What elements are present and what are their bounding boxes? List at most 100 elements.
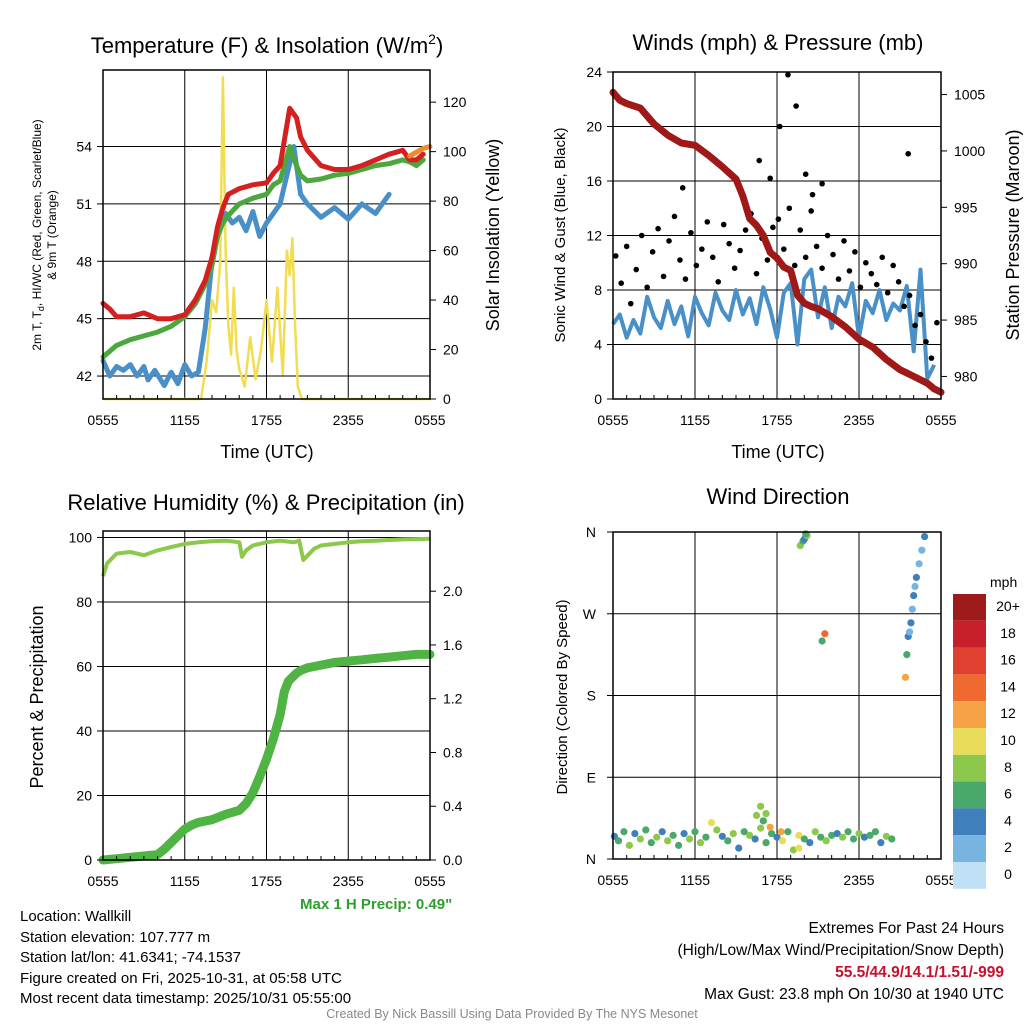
y-right-tick-label: 120	[443, 94, 467, 110]
gust-point	[923, 338, 929, 345]
gust-point	[682, 276, 689, 282]
colorbar-swatch	[953, 835, 986, 862]
direction-point	[729, 829, 737, 838]
direction-point	[767, 829, 776, 838]
direction-point	[614, 837, 623, 845]
y-left-tick-label: 0	[594, 391, 602, 407]
direction-point	[784, 828, 792, 836]
direction-point	[871, 828, 880, 836]
direction-tick-label: E	[587, 769, 596, 785]
y-right-tick-label: 980	[954, 368, 978, 384]
y-left-tick-label: 80	[76, 594, 92, 610]
direction-point	[675, 841, 683, 849]
figure-created: Figure created on Fri, 2025-10-31, at 05…	[20, 969, 342, 987]
y-left-tick-label: 24	[586, 64, 602, 80]
direction-point	[680, 829, 688, 838]
colorbar-label: 20+	[996, 598, 1020, 614]
winds-panel-grid	[612, 72, 942, 399]
temperature-panel-frame	[102, 69, 431, 400]
humidity-panel-grid	[102, 531, 431, 860]
series-line-1	[100, 144, 426, 360]
gust-point	[852, 249, 858, 255]
station-elevation: Station elevation: 107.777 m	[20, 928, 211, 946]
x-tick-label: 0555	[925, 412, 956, 428]
gust-point	[819, 180, 825, 187]
temperature-panel-series	[100, 76, 433, 401]
temperature-panel: Temperature (F) & Insolation (W/m2) 0555…	[30, 31, 503, 462]
x-tick-label: 1755	[761, 872, 792, 888]
direction-point	[882, 832, 890, 840]
y-left-tick-label: 60	[76, 658, 92, 674]
temperature-panel-title: Temperature (F) & Insolation (W/m2)	[91, 31, 444, 58]
extremes-summary: Extremes For Past 24 Hours (High/Low/Max…	[678, 918, 1005, 1006]
gust-point	[776, 123, 783, 130]
temperature-y-axis-label-line2: & 9m T (Orange)	[45, 190, 59, 280]
gust-point	[809, 191, 816, 198]
direction-point	[762, 809, 770, 818]
gust-point	[677, 257, 683, 263]
direction-point	[795, 831, 803, 839]
series-line-4	[101, 76, 432, 401]
gust-point	[633, 266, 640, 273]
gust-point	[623, 243, 630, 250]
direction-point	[811, 828, 819, 836]
gust-point	[835, 276, 842, 282]
temperature-panel-grid	[102, 70, 431, 399]
x-tick-label: 1155	[680, 412, 710, 428]
gust-point	[912, 322, 918, 329]
gust-point	[797, 227, 804, 233]
winds-panel-title: Winds (mph) & Pressure (mb)	[633, 30, 924, 55]
gust-point	[873, 281, 880, 288]
gust-point	[770, 224, 776, 231]
colorbar-swatch	[953, 808, 986, 836]
x-tick-label: 0555	[414, 412, 445, 428]
gust-point	[775, 216, 782, 222]
direction-point	[910, 591, 918, 600]
colorbar-swatch	[953, 647, 986, 675]
direction-point	[669, 831, 677, 839]
station-latlon: Station lat/lon: 41.6341; -74.1537	[20, 949, 242, 966]
direction-point	[759, 817, 767, 825]
y-left-tick-label: 8	[594, 282, 602, 298]
direction-point	[777, 828, 785, 836]
gust-point	[917, 311, 924, 318]
y-right-tick-label: 1.2	[443, 691, 463, 707]
humidity-panel: Relative Humidity (%) & Precipitation (i…	[27, 490, 465, 889]
colorbar-swatch	[953, 620, 986, 648]
gust-point	[726, 240, 732, 247]
extremes-values: 55.5/44.9/14.1/1.51/-999	[835, 964, 1004, 981]
gust-point	[764, 257, 771, 263]
gust-point	[679, 185, 686, 191]
y-right-tick-label: 1005	[954, 87, 985, 103]
y-right-tick-label: 80	[443, 193, 459, 209]
winds-x-axis-label: Time (UTC)	[731, 442, 824, 462]
colorbar-label: 4	[1004, 812, 1012, 828]
winds-panel: Winds (mph) & Pressure (mb) 0555 1155 1755…	[552, 30, 1023, 462]
direction-point	[844, 828, 852, 836]
gust-point	[704, 219, 711, 225]
temperature-panel-ticks: 0555 1155 1755 2355 0555 42 45 48 51 54 0 20 40 60 80 1…	[76, 94, 466, 428]
credit-line: Created By Nick Bassill Using Data Provi…	[326, 1007, 698, 1021]
direction-point	[822, 837, 830, 845]
gust-point	[813, 243, 820, 250]
y-right-tick-label: 20	[443, 342, 459, 358]
gust-point	[693, 262, 700, 269]
y-left-tick-label: 20	[76, 787, 92, 803]
gust-point	[901, 303, 907, 310]
station-info: Location: Wallkill Station elevation: 10…	[20, 907, 351, 1010]
gust-point	[879, 254, 886, 261]
y-right-tick-label: 0.8	[443, 744, 463, 760]
humidity-y-axis-label: Percent & Precipitation	[27, 605, 47, 788]
max-hourly-precip: Max 1 H Precip: 0.49"	[300, 896, 453, 913]
precip-line	[98, 649, 435, 865]
direction-point	[685, 835, 694, 843]
colorbar-title: mph	[990, 574, 1017, 590]
humidity-panel-frame	[102, 530, 431, 861]
gust-point	[709, 254, 716, 261]
gust-point	[863, 259, 869, 266]
y-right-tick-label: 100	[443, 144, 467, 160]
gust-point	[671, 213, 678, 220]
y-left-tick-label: 54	[76, 139, 92, 155]
gust-point	[846, 268, 853, 274]
wind-gust-y-axis-label: Sonic Wind & Gust (Blue, Black)	[552, 127, 569, 342]
